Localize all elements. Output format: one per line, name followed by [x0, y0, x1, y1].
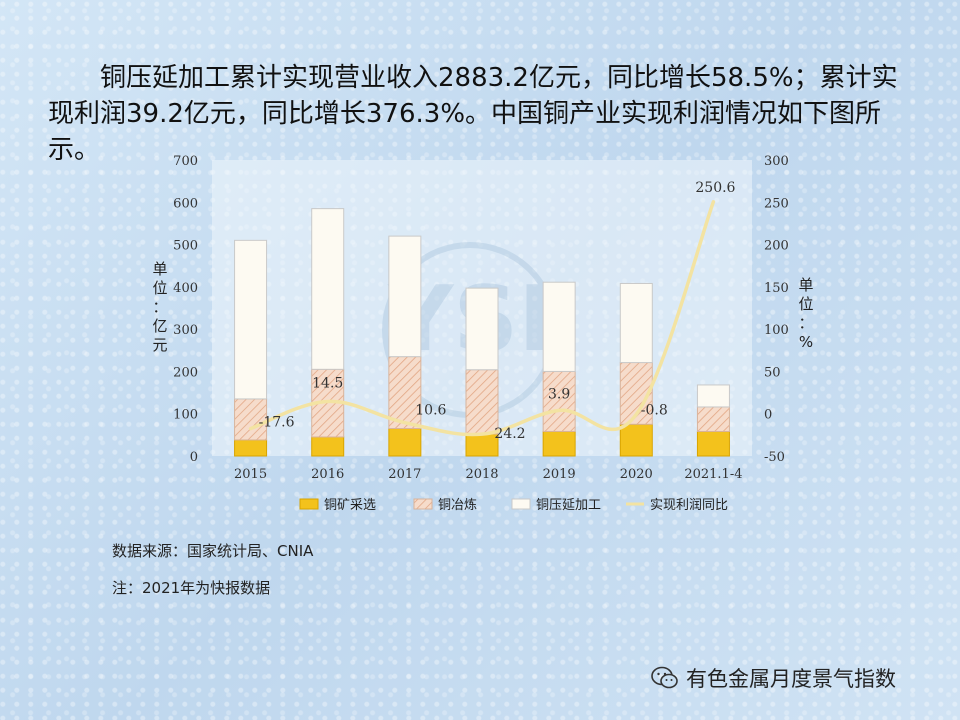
x-tick-label: 2016 [311, 467, 344, 482]
y-left-tick-label: 700 [173, 154, 198, 169]
bar-segment [388, 235, 422, 358]
legend-swatch [511, 498, 531, 510]
data-source: 数据来源：国家统计局、CNIA [112, 542, 314, 560]
y-right-tick-label: 300 [764, 154, 789, 169]
bar-segment [234, 439, 268, 457]
y-left-axis-title-char: 元 [152, 336, 167, 354]
y-left-axis-title-char: 位 [152, 279, 167, 297]
bar-segment [388, 428, 422, 457]
y-left-tick-label: 600 [173, 196, 198, 211]
y-right-tick-label: 100 [764, 323, 789, 338]
legend-swatch [299, 498, 319, 510]
line-data-label: -0.8 [641, 402, 668, 418]
legend-label: 铜压延加工 [536, 498, 601, 513]
line-data-label: 250.6 [695, 180, 735, 196]
y-right-tick-label: 200 [764, 239, 789, 254]
legend-label: 铜矿采选 [324, 498, 376, 513]
legend-label: 实现利润同比 [650, 498, 728, 513]
bar-segment [311, 436, 345, 457]
y-right-tick-label: 250 [764, 196, 789, 211]
y-left-axis-title-char: 亿 [152, 317, 167, 335]
line-data-label: 10.6 [415, 403, 446, 419]
y-right-tick-label: 150 [764, 281, 789, 296]
bar-segment [542, 281, 576, 372]
y-left-tick-label: 200 [173, 365, 198, 380]
intro-line-1: 铜压延加工累计实现营业收入2883.2亿元，同比增长58.5%；累计实 [100, 63, 898, 93]
x-tick-label: 2021.1-4 [684, 467, 742, 482]
bar-segment [465, 287, 499, 371]
y-left-tick-label: 300 [173, 323, 198, 338]
bar-segment [696, 406, 730, 432]
legend-swatch [413, 498, 433, 510]
line-data-label: 14.5 [312, 375, 343, 391]
bar-segment [542, 430, 576, 457]
x-tick-label: 2019 [543, 467, 576, 482]
x-tick-label: 2018 [465, 467, 498, 482]
line-data-label: 24.2 [494, 426, 525, 442]
footer-account-name: 有色金属月度景气指数 [686, 667, 896, 691]
intro-paragraph: 铜压延加工累计实现营业收入2883.2亿元，同比增长58.5%；累计实 现利润3… [48, 60, 928, 168]
y-right-axis-title-char: 单 [798, 276, 813, 294]
data-note: 注：2021年为快报数据 [112, 579, 271, 597]
footer-account: 有色金属月度景气指数 [650, 663, 896, 693]
bar-segment [465, 369, 499, 435]
bar-segment [234, 239, 268, 400]
profit-yoy-line [248, 200, 716, 437]
y-right-tick-label: 50 [764, 365, 781, 380]
y-right-axis-title-char: ： [798, 314, 813, 332]
x-tick-label: 2017 [388, 467, 421, 482]
bar-segment [619, 423, 653, 457]
y-right-axis-title-char: 位 [798, 295, 813, 313]
bar-segment [696, 384, 730, 408]
bar-segment [619, 282, 653, 364]
intro-line-2: 现利润39.2亿元，同比增长376.3%。中国铜产业实现利润情况如下图所示。 [48, 99, 882, 165]
bar-segment [311, 208, 345, 370]
wechat-icon [651, 666, 678, 689]
y-left-tick-label: 0 [190, 450, 198, 465]
y-left-tick-label: 100 [173, 408, 198, 423]
legend-label: 铜冶炼 [438, 498, 477, 513]
y-left-tick-label: 500 [173, 239, 198, 254]
y-right-axis-title-char: % [799, 333, 813, 351]
bar-segment [542, 370, 576, 432]
y-left-axis-title-char: 单 [152, 260, 167, 278]
y-right-tick-label: -50 [764, 450, 785, 465]
y-right-tick-label: 0 [764, 408, 772, 423]
y-left-axis-title-char: ： [152, 298, 167, 316]
line-data-label: -17.6 [259, 415, 295, 431]
y-left-tick-label: 400 [173, 281, 198, 296]
line-data-label: 3.9 [548, 386, 570, 402]
bar-segment [465, 433, 499, 457]
bar-segment [696, 430, 730, 457]
x-tick-label: 2020 [620, 467, 653, 482]
x-tick-label: 2015 [234, 467, 267, 482]
